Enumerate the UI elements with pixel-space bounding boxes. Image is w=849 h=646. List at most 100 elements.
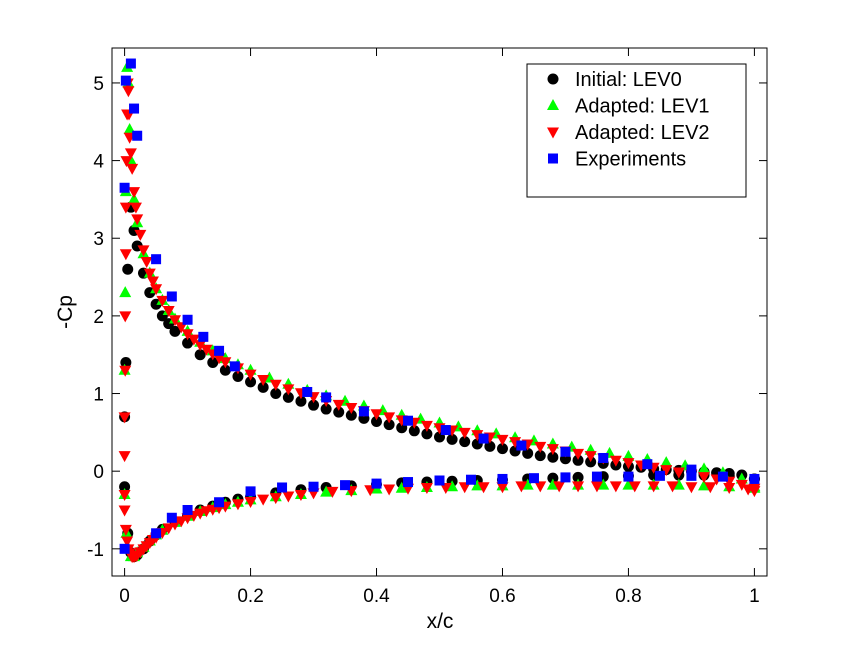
data-point	[269, 493, 282, 505]
data-point	[333, 406, 345, 418]
data-point	[358, 406, 369, 417]
data-point	[140, 257, 153, 269]
legend-box	[526, 63, 747, 198]
legend-marker	[547, 127, 559, 139]
data-point	[169, 325, 181, 337]
data-marks	[118, 58, 761, 564]
data-point	[515, 481, 528, 493]
data-point	[120, 75, 131, 86]
data-point	[200, 344, 213, 356]
data-point	[182, 337, 194, 349]
data-point	[118, 489, 131, 501]
data-point	[496, 434, 509, 446]
data-point	[434, 475, 445, 486]
data-point	[168, 315, 181, 327]
data-point	[231, 499, 244, 511]
data-point	[383, 412, 396, 424]
data-point	[660, 465, 673, 477]
data-point	[622, 458, 635, 470]
data-point	[270, 388, 282, 400]
data-point	[320, 403, 332, 415]
data-point	[458, 427, 471, 439]
data-point	[232, 370, 244, 382]
data-point	[194, 349, 206, 361]
data-point	[547, 451, 559, 463]
data-point	[269, 379, 282, 391]
data-point	[584, 451, 597, 463]
data-point	[497, 473, 508, 484]
data-point	[128, 192, 141, 204]
data-point	[628, 481, 641, 493]
data-point	[446, 480, 459, 492]
data-point	[181, 513, 194, 525]
y-tick-label: -1	[87, 540, 104, 561]
data-point	[162, 305, 175, 317]
data-point	[308, 481, 319, 492]
data-point	[590, 481, 603, 493]
data-point	[198, 331, 209, 342]
data-point	[623, 471, 634, 482]
legend-label: Initial: LEV0	[575, 69, 682, 91]
data-point	[340, 480, 351, 491]
y-tick-label: 2	[93, 307, 104, 328]
y-tick-label: 4	[93, 152, 104, 173]
data-point	[439, 482, 452, 494]
data-point	[219, 357, 232, 369]
data-point	[572, 481, 585, 493]
data-point	[245, 486, 256, 497]
data-point	[229, 361, 240, 372]
data-point	[609, 481, 622, 493]
data-point	[597, 478, 610, 490]
data-point	[421, 428, 433, 440]
data-point	[118, 505, 131, 517]
data-point	[509, 437, 522, 449]
data-point	[175, 516, 188, 528]
data-point	[214, 345, 225, 356]
data-point	[403, 415, 414, 426]
data-point	[119, 524, 132, 536]
legend-marker	[547, 99, 559, 110]
data-point	[371, 478, 382, 489]
x-tick-label: 0	[119, 586, 130, 607]
data-point	[122, 86, 135, 98]
data-point	[187, 334, 200, 346]
data-point	[118, 451, 131, 463]
data-point	[131, 214, 144, 226]
data-point	[257, 375, 270, 387]
data-point	[572, 471, 584, 483]
data-point	[166, 291, 177, 302]
data-point	[591, 471, 602, 482]
data-point	[686, 470, 697, 481]
axis-ticks: 0 0.2 0.4 0.6 0.8 1 -1 0 1 2 3 4 5	[87, 48, 767, 607]
data-point	[150, 284, 163, 296]
data-point	[302, 386, 313, 397]
legend-marker	[548, 153, 558, 164]
data-point	[672, 467, 685, 479]
data-point	[119, 286, 132, 298]
x-tick-label: 1	[749, 586, 760, 607]
data-point	[282, 491, 295, 503]
data-point	[151, 528, 162, 539]
data-point	[528, 473, 539, 484]
data-point	[119, 311, 132, 323]
data-point	[282, 391, 294, 403]
data-point	[471, 430, 484, 442]
data-point	[420, 420, 433, 432]
data-point	[748, 486, 761, 498]
data-point	[686, 464, 697, 475]
data-point	[534, 481, 547, 493]
data-point	[119, 202, 132, 214]
data-point	[465, 474, 476, 485]
legend-marker	[547, 73, 559, 85]
data-point	[128, 187, 141, 199]
data-point	[125, 58, 136, 69]
data-point	[132, 130, 143, 141]
data-point	[245, 376, 257, 388]
data-point	[175, 322, 188, 334]
data-point	[717, 471, 728, 482]
data-point	[723, 482, 736, 494]
data-point	[496, 482, 509, 494]
data-point	[122, 263, 134, 275]
data-point	[496, 443, 508, 455]
